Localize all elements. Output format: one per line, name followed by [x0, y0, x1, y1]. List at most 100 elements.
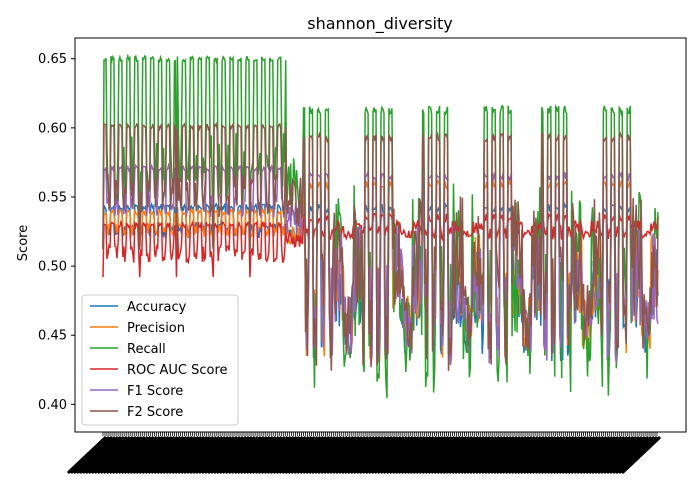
x-tick-label — [320, 436, 360, 474]
x-tick-label — [222, 436, 262, 474]
x-tick-label — [150, 436, 190, 474]
x-tick-label — [609, 436, 649, 474]
x-tick-label — [508, 436, 548, 474]
x-tick-label — [618, 436, 658, 474]
x-tick-label — [362, 436, 402, 474]
x-tick-label — [162, 436, 202, 474]
x-tick-label — [398, 436, 438, 474]
x-tick-label — [588, 436, 628, 474]
x-tick-label — [481, 436, 521, 474]
x-tick-label — [573, 436, 613, 474]
x-tick-label — [582, 436, 622, 474]
x-tick-label — [600, 436, 640, 474]
x-tick-label — [317, 436, 357, 474]
x-tick-label — [612, 436, 652, 474]
x-tick-label — [546, 436, 587, 474]
x-tick-label — [365, 436, 405, 474]
x-tick-label — [249, 436, 289, 474]
x-tick-label — [451, 436, 491, 474]
x-tick-label — [165, 436, 205, 474]
x-tick-label — [88, 436, 128, 474]
legend-label: ROC AUC Score — [127, 363, 228, 378]
y-tick-label: 0.50 — [38, 260, 67, 275]
x-tick-label — [308, 436, 348, 474]
x-tick-label — [326, 436, 366, 474]
x-tick-label — [258, 436, 298, 474]
x-tick-label — [439, 436, 479, 474]
x-tick-label — [415, 436, 456, 474]
x-tick-label — [621, 436, 661, 474]
x-tick-label — [129, 436, 170, 474]
x-tick-label — [243, 436, 283, 474]
x-tick-label — [144, 436, 185, 474]
x-tick-label — [67, 436, 107, 474]
x-tick-label — [526, 436, 566, 474]
x-tick-label — [156, 436, 196, 474]
x-tick-label — [228, 436, 268, 474]
x-tick-label — [427, 436, 468, 474]
x-tick-label — [195, 436, 235, 474]
y-tick-label: 0.60 — [38, 121, 67, 136]
legend: Accuracy Precision Recall ROC AUC Score F1 S… — [81, 294, 239, 426]
x-tick-label — [201, 436, 241, 474]
x-tick-label — [597, 436, 637, 474]
x-tick-label — [368, 436, 408, 474]
x-tick-label — [344, 436, 384, 474]
x-tick-label — [457, 436, 497, 474]
x-tick-label — [216, 436, 256, 474]
x-tick-label — [332, 436, 372, 474]
x-tick-label — [97, 436, 137, 474]
x-tick-label — [511, 436, 551, 474]
x-tick-label — [436, 436, 476, 474]
x-tick-label — [115, 436, 155, 474]
x-tick-label — [400, 436, 441, 474]
x-tick-label — [377, 436, 417, 474]
x-tick-label — [460, 436, 500, 474]
x-axis — [67, 432, 661, 474]
x-tick-label — [231, 436, 271, 474]
x-tick-label — [424, 436, 465, 474]
x-tick-label — [252, 436, 292, 474]
x-tick-label — [180, 436, 220, 474]
x-tick-label — [299, 436, 339, 474]
x-tick-label — [290, 436, 330, 474]
x-tick-label — [168, 436, 208, 474]
y-tick-label: 0.65 — [38, 52, 67, 67]
x-tick-label — [135, 436, 176, 474]
x-tick-label — [91, 436, 131, 474]
x-tick-label — [353, 436, 393, 474]
x-tick-label — [463, 436, 503, 474]
x-tick-label — [395, 436, 435, 474]
x-tick-label — [567, 436, 607, 474]
x-tick-label — [472, 436, 512, 474]
x-tick-label — [311, 436, 351, 474]
y-axis: 0.40 0.45 0.50 0.55 0.60 0.65 — [38, 52, 75, 413]
x-tick-label — [445, 436, 485, 474]
x-tick-label — [103, 436, 143, 474]
x-tick-label — [576, 436, 616, 474]
x-tick-label — [183, 436, 223, 474]
x-tick-label — [246, 436, 286, 474]
x-tick-label — [177, 436, 217, 474]
x-tick-label — [147, 436, 188, 474]
x-tick-label — [570, 436, 610, 474]
x-tick-label — [213, 436, 253, 474]
x-tick-label — [204, 436, 244, 474]
x-tick-label — [272, 436, 313, 474]
legend-label: F1 Score — [127, 384, 183, 399]
x-tick-label — [421, 436, 462, 474]
x-tick-label — [293, 436, 333, 474]
x-tick-label — [240, 436, 280, 474]
x-tick-label — [138, 436, 179, 474]
x-tick-label — [314, 436, 354, 474]
plot-area — [102, 53, 659, 399]
x-tick-label — [594, 436, 634, 474]
y-tick-label: 0.45 — [38, 329, 67, 344]
x-tick-label — [418, 436, 459, 474]
x-tick-label — [121, 436, 161, 474]
x-tick-label — [389, 436, 429, 474]
x-tick-label — [159, 436, 199, 474]
y-tick-label: 0.40 — [38, 398, 67, 413]
x-tick-label — [603, 436, 643, 474]
x-tick-label — [219, 436, 259, 474]
